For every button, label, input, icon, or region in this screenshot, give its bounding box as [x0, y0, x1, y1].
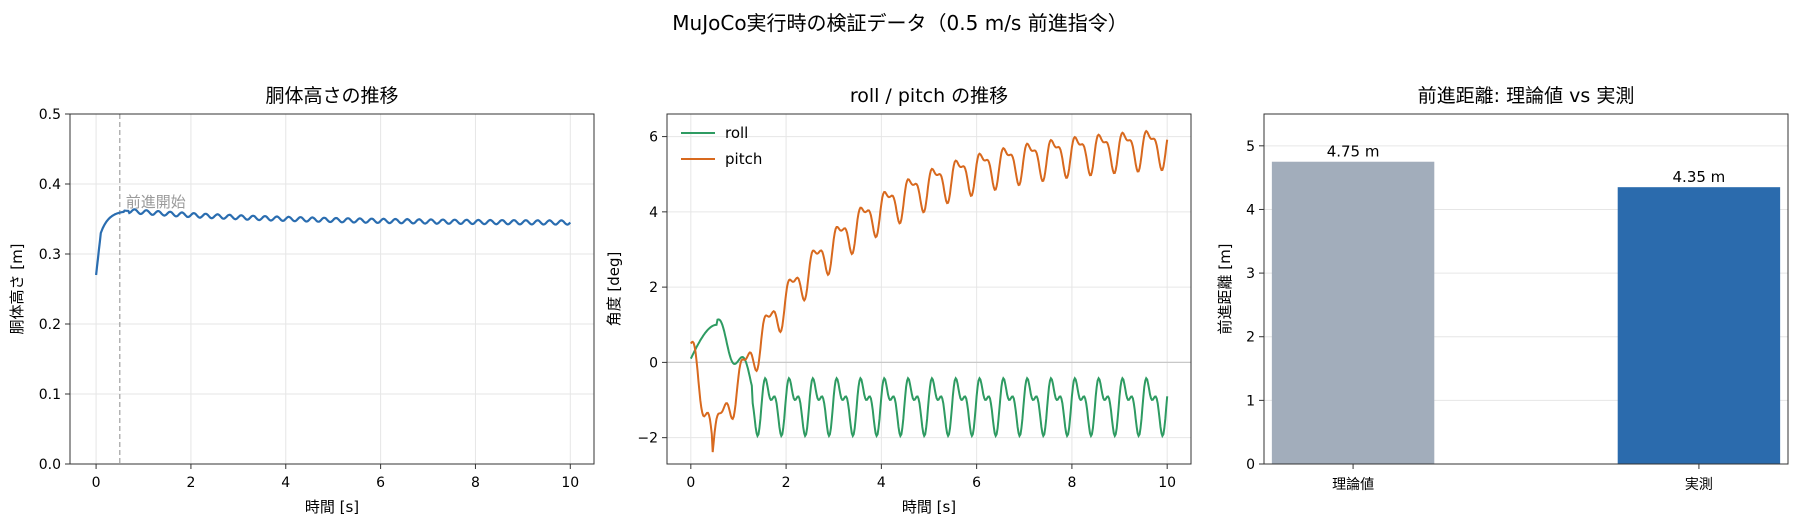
plot-area [95, 114, 572, 464]
x-tick-label: 6 [972, 475, 981, 491]
x-category-label: 実測 [1685, 477, 1713, 493]
y-tick-label: 0.1 [39, 387, 61, 403]
distance-bar-chart-panel: 0 1 2 3 4 5 理論値 実測 4.75 m 4.35 m 前進距離: 理論値 vs 実測… [1216, 85, 1789, 493]
y-tick-label: 0 [649, 355, 658, 371]
x-tick-label: 2 [186, 475, 195, 491]
y-tick-label: −2 [637, 431, 658, 447]
y-axis-label: 前進距離 [m] [1216, 243, 1234, 334]
x-axis-label: 時間 [s] [902, 498, 956, 516]
legend-roll-label: roll [725, 124, 748, 142]
bar-value-label: 4.35 m [1673, 168, 1726, 186]
start-annotation: 前進開始 [126, 193, 186, 211]
chart-title: 前進距離: 理論値 vs 実測 [1418, 85, 1635, 107]
y-tick-label: 0.2 [39, 317, 61, 333]
axis-ticks: 0 1 2 3 4 5 理論値 実測 [1246, 139, 1713, 493]
x-tick-label: 4 [877, 475, 886, 491]
height-chart-panel: 0 2 4 6 8 10 0.0 0.1 0.2 0.3 0.4 0.5 胴体高さの推移 時間 [s]… [8, 85, 595, 516]
x-tick-label: 2 [782, 475, 791, 491]
bar-0 [1271, 161, 1435, 464]
y-tick-label: 0 [1246, 457, 1255, 473]
height-line [95, 208, 572, 276]
grid-lines [70, 113, 594, 465]
bar-value-label: 4.75 m [1327, 143, 1380, 161]
plot-area: 4.75 m 4.35 m [1271, 143, 1781, 464]
y-tick-label: 1 [1246, 393, 1255, 409]
y-tick-label: 4 [649, 205, 658, 221]
y-axis-label: 角度 [deg] [605, 252, 623, 327]
y-tick-label: 0.4 [39, 177, 61, 193]
axis-ticks: 0 2 4 6 8 10 0.0 0.1 0.2 0.3 0.4 0.5 [39, 107, 579, 491]
plot-area [667, 129, 1191, 453]
y-tick-label: 0.3 [39, 247, 61, 263]
roll-pitch-chart-panel: 0 2 4 6 8 10 −2 0 2 4 6 roll / pitch の推移 時間 [s] 角度… [605, 85, 1192, 516]
x-tick-label: 8 [1067, 475, 1076, 491]
legend: roll pitch [681, 124, 762, 168]
y-tick-label: 6 [649, 130, 658, 146]
x-tick-label: 6 [376, 475, 385, 491]
y-tick-label: 4 [1246, 202, 1255, 218]
y-tick-label: 2 [1246, 330, 1255, 346]
axis-ticks: 0 2 4 6 8 10 −2 0 2 4 6 [637, 130, 1176, 491]
y-tick-label: 5 [1246, 139, 1255, 155]
axes-frame [666, 113, 1192, 465]
y-tick-label: 0.5 [39, 107, 61, 123]
y-axis-label: 胴体高さ [m] [8, 243, 26, 334]
x-tick-label: 0 [92, 475, 101, 491]
x-tick-label: 10 [1158, 475, 1176, 491]
bar-1 [1617, 187, 1781, 464]
axes-frame [1263, 113, 1789, 465]
y-tick-label: 2 [649, 280, 658, 296]
chart-title: 胴体高さの推移 [265, 85, 398, 107]
roll-line [689, 318, 1169, 439]
figure-title: MuJoCo実行時の検証データ（0.5 m/s 前進指令） [672, 11, 1127, 35]
chart-title: roll / pitch の推移 [850, 85, 1008, 107]
x-axis-label: 時間 [s] [305, 498, 359, 516]
pitch-line [689, 129, 1169, 453]
x-tick-label: 8 [471, 475, 480, 491]
y-tick-label: 0.0 [39, 457, 61, 473]
axes-frame [69, 113, 595, 465]
x-tick-label: 4 [281, 475, 290, 491]
x-tick-label: 0 [686, 475, 695, 491]
y-tick-label: 3 [1246, 266, 1255, 282]
legend-pitch-label: pitch [725, 150, 762, 168]
x-tick-label: 10 [561, 475, 579, 491]
x-category-label: 理論値 [1332, 477, 1374, 493]
